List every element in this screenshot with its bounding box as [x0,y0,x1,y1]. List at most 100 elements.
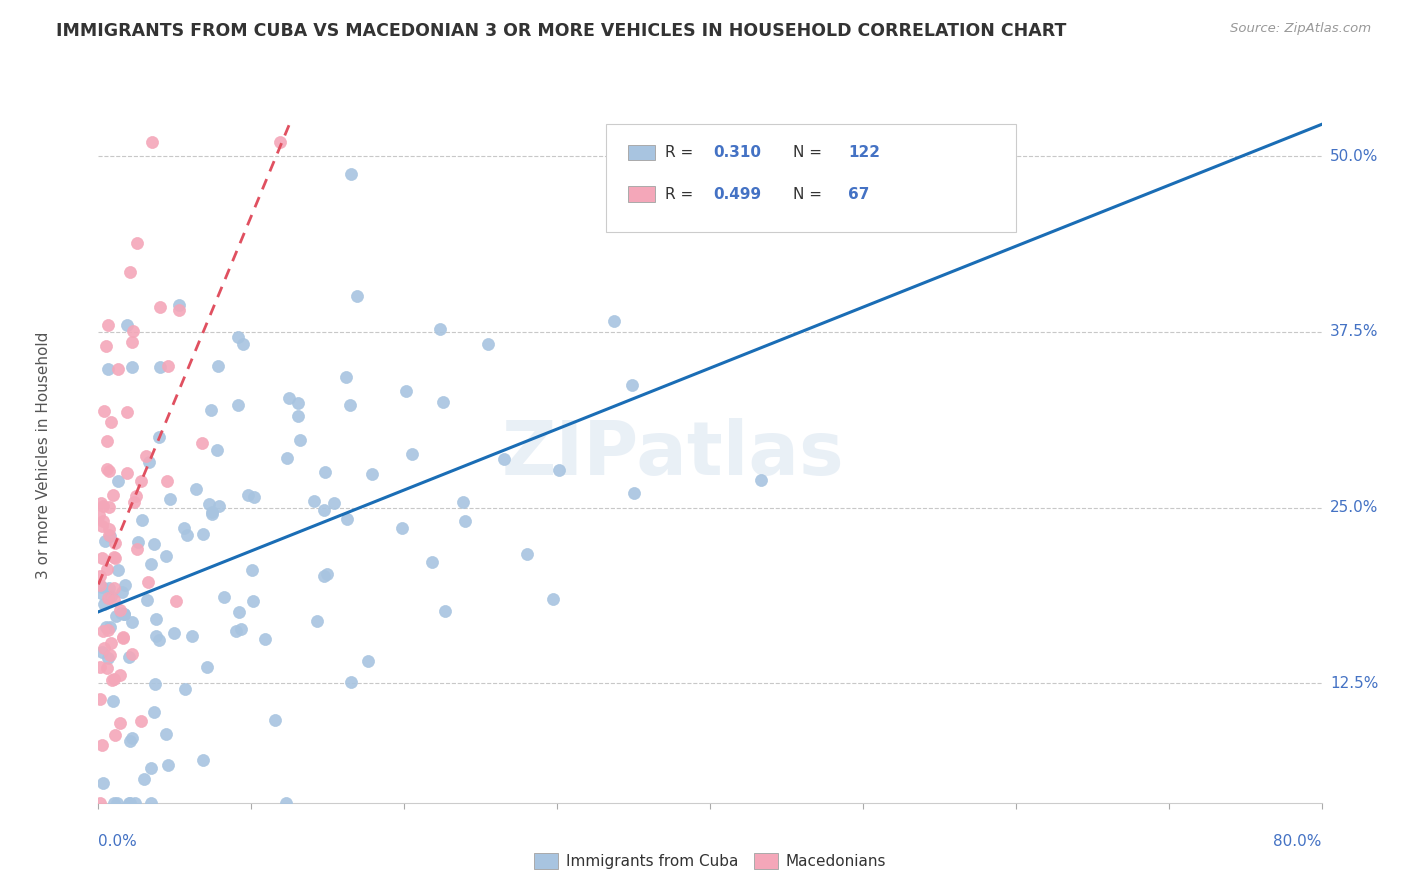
Point [115,318,138,332]
Point [118,796,141,810]
Point [103,581,125,595]
Point [174,681,197,696]
Point [112,607,135,621]
Point [621,377,644,392]
Text: 3 or more Vehicles in Household: 3 or more Vehicles in Household [37,331,51,579]
Point [198,497,221,511]
Point [96,318,118,332]
Point [541,591,564,606]
Point [145,676,167,690]
Point [114,578,136,592]
Text: 50.0%: 50.0% [1330,149,1378,164]
Point [336,512,359,526]
Point [141,557,163,571]
Point [429,322,451,336]
Point [276,450,298,465]
Point [90,496,112,510]
Point [391,521,413,535]
Point [93,597,115,611]
Point [205,442,228,457]
Point [107,362,129,376]
Point [184,482,207,496]
Point [118,734,141,748]
Point [129,714,152,728]
Point [253,632,276,646]
Point [120,264,142,278]
Point [89,660,111,674]
Point [118,796,141,810]
Point [274,796,297,810]
Point [105,796,128,810]
Point [477,337,499,351]
Point [108,715,131,730]
Point [125,235,148,250]
Point [156,475,179,489]
Point [208,499,231,513]
Point [138,455,160,469]
Point [141,135,163,149]
Point [135,449,157,463]
Point [115,405,138,419]
Point [127,534,149,549]
Point [98,522,121,536]
Point [315,566,337,581]
Point [240,563,263,577]
Point [91,776,114,790]
Point [145,629,167,643]
Point [103,549,125,564]
Point [98,500,121,514]
Text: ZIPatlas: ZIPatlas [502,418,845,491]
Point [97,650,120,665]
Point [125,489,148,503]
Point [180,629,202,643]
Point [312,502,335,516]
Point [124,494,146,508]
Point [149,301,172,315]
Point [111,630,134,644]
Point [89,578,111,592]
Point [111,585,134,599]
Point [269,135,291,149]
Point [191,436,214,450]
Point [134,772,156,787]
Point [191,527,214,541]
Point [97,361,120,376]
Point [623,486,645,500]
FancyBboxPatch shape [606,124,1015,232]
Point [340,167,363,181]
Point [100,589,122,603]
Point [143,537,166,551]
Point [357,654,380,668]
Point [96,562,118,576]
Point [91,514,114,528]
Legend: Immigrants from Cuba, Macedonians: Immigrants from Cuba, Macedonians [527,847,893,875]
Point [96,434,118,448]
Point [110,607,132,621]
Point [432,394,454,409]
Point [125,541,148,556]
Point [142,706,165,720]
Point [103,672,125,686]
Point [149,359,172,374]
Text: 12.5%: 12.5% [1330,676,1378,690]
Point [96,461,118,475]
Point [100,636,122,650]
Point [226,398,249,412]
Point [121,731,143,745]
Point [287,396,309,410]
Point [136,574,159,589]
Point [603,314,626,328]
Point [97,591,120,605]
Text: 67: 67 [848,186,870,202]
Point [104,609,127,624]
Point [214,590,236,604]
Point [231,623,253,637]
Point [98,529,121,543]
Point [547,463,569,477]
Point [242,491,264,505]
Point [135,593,157,607]
Text: Source: ZipAtlas.com: Source: ZipAtlas.com [1230,22,1371,36]
Point [94,620,117,634]
Point [263,713,285,727]
Point [98,620,121,634]
